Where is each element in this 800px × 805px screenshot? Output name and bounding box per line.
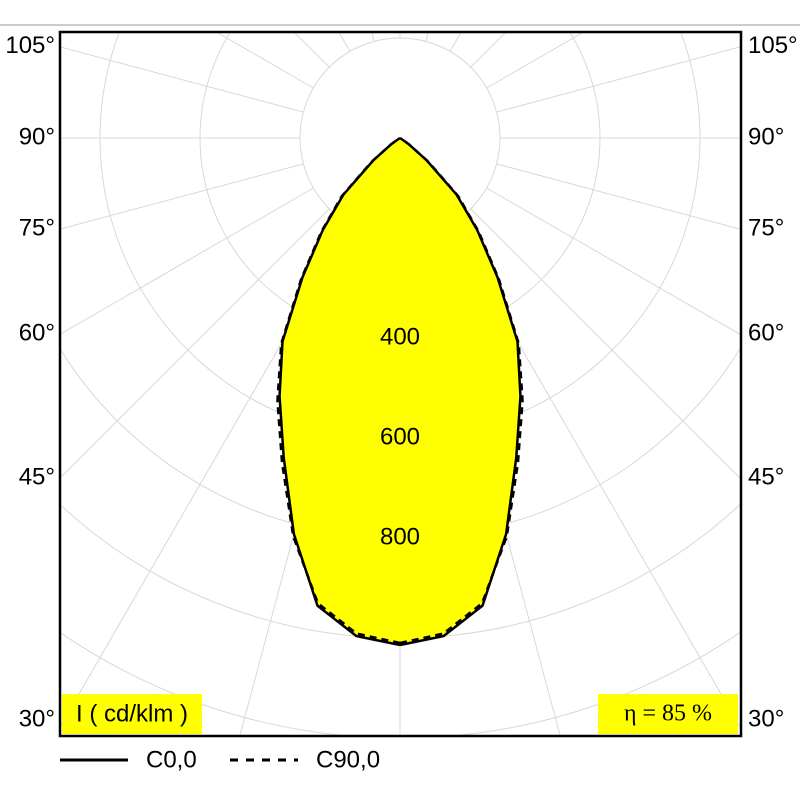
- labels: 400 600 800 30° 30° 45° 45° 60° 60° 75° 75° 90° 90° 1…: [5, 32, 797, 732]
- angle-label-left: 105°: [5, 32, 55, 59]
- unit-box: [62, 694, 202, 734]
- grid-radial: [486, 187, 741, 336]
- grid-radial: [486, 32, 585, 89]
- angle-label-right: 90°: [748, 123, 784, 150]
- frame: [58, 30, 743, 738]
- angle-label-left: 60°: [19, 320, 55, 347]
- grid-radial: [215, 32, 314, 89]
- grid-radial: [60, 208, 330, 479]
- grid-radial: [60, 163, 304, 230]
- angle-label-right: 105°: [748, 32, 798, 59]
- grid-radial: [60, 187, 314, 335]
- area-fill: [279, 138, 521, 645]
- angle-label-left: 90°: [19, 123, 55, 150]
- legend: C0,0 C90,0: [60, 746, 380, 773]
- r-tick-label: 600: [380, 423, 420, 450]
- r-tick-label: 800: [380, 523, 420, 550]
- angle-label-right: 30°: [748, 705, 784, 732]
- r-tick-label: 400: [380, 323, 420, 350]
- grid-radial: [496, 46, 741, 113]
- curves: [276, 136, 524, 647]
- efficiency-box: [598, 694, 738, 734]
- efficiency-label: η = 85 %: [624, 701, 712, 727]
- grid-radial: [470, 208, 741, 480]
- angle-label-right: 75°: [748, 214, 784, 241]
- angle-label-left: 30°: [19, 705, 55, 732]
- legend-label: C90,0: [316, 746, 380, 773]
- angle-label-left: 45°: [19, 463, 55, 490]
- angle-label-right: 60°: [748, 320, 784, 347]
- legend-label: C0,0: [146, 746, 197, 773]
- unit-label: I ( cd/klm ): [76, 700, 188, 727]
- grid-radial: [60, 46, 304, 113]
- grid-radial: [496, 163, 741, 230]
- angle-label-left: 75°: [19, 214, 55, 241]
- angle-label-right: 45°: [748, 463, 784, 490]
